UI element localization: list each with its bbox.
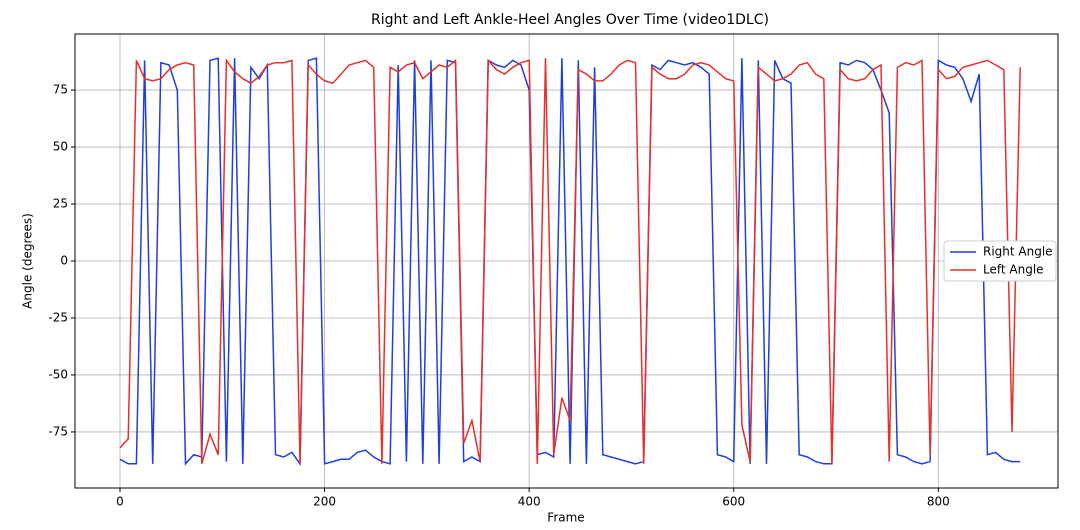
x-tick-label: 200 bbox=[313, 495, 336, 509]
legend-label: Left Angle bbox=[983, 263, 1044, 277]
y-axis-label: Angle (degrees) bbox=[21, 213, 35, 309]
legend-box bbox=[943, 240, 1057, 282]
chart-title: Right and Left Ankle-Heel Angles Over Ti… bbox=[371, 12, 769, 28]
x-tick-label: 0 bbox=[116, 495, 124, 509]
y-tick-label: 50 bbox=[53, 140, 68, 154]
x-tick-label: 800 bbox=[927, 495, 950, 509]
y-tick-label: -75 bbox=[48, 424, 68, 438]
y-tick-label: -25 bbox=[48, 310, 68, 324]
y-tick-label: -50 bbox=[48, 367, 68, 381]
y-tick-label: 0 bbox=[60, 254, 68, 268]
legend-label: Right Angle bbox=[983, 245, 1053, 259]
x-axis-label: Frame bbox=[547, 511, 584, 525]
x-tick-label: 600 bbox=[722, 495, 745, 509]
data-line bbox=[119, 58, 1021, 465]
x-tick-label: 400 bbox=[518, 495, 541, 509]
y-tick-label: 75 bbox=[53, 83, 68, 97]
plot-frame bbox=[74, 33, 1059, 489]
legend: Right Angle Left Angle bbox=[943, 240, 1057, 282]
data-line bbox=[119, 57, 1021, 467]
y-tick-label: 25 bbox=[53, 197, 68, 211]
